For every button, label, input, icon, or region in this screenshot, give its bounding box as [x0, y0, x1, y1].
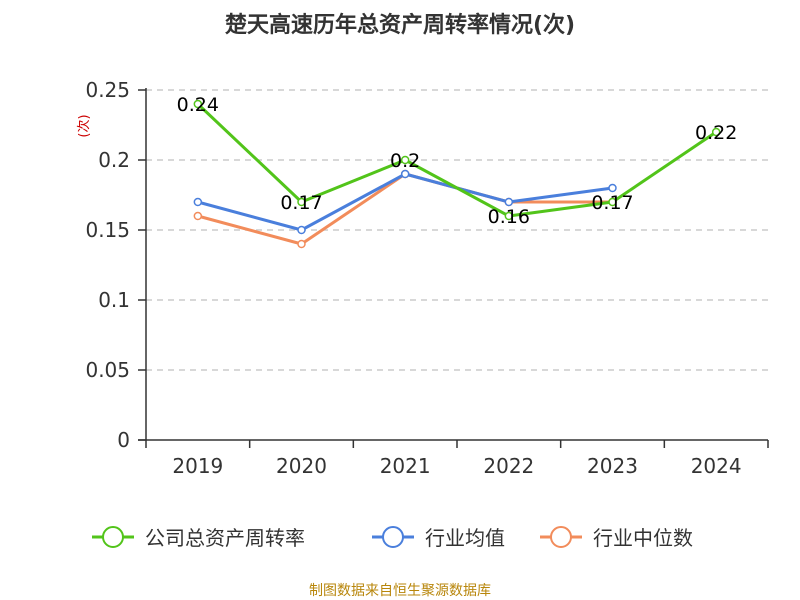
x-tick-label: 2024: [691, 454, 742, 478]
y-axis-label: (次): [76, 114, 92, 137]
data-point: [608, 197, 617, 207]
data-point: [297, 197, 306, 207]
y-tick-label: 0.05: [85, 358, 130, 382]
data-point: [193, 211, 203, 221]
data-point: [504, 197, 514, 207]
y-tick-label: 0.2: [98, 148, 130, 172]
data-point: [297, 225, 306, 235]
legend-swatch-marker: [550, 526, 572, 548]
x-tick-label: 2019: [172, 454, 223, 478]
legend-label: 行业中位数: [593, 526, 693, 550]
source-note: 制图数据来自恒生聚源数据库: [309, 583, 491, 599]
y-tick-label: 0: [117, 428, 130, 452]
grid-lines: [146, 89, 768, 371]
legend-swatch-marker: [102, 526, 124, 548]
legend: 公司总资产周转率 行业均值 行业中位数: [92, 526, 693, 550]
data-point: [400, 155, 410, 165]
x-tick-label: 2022: [483, 454, 534, 478]
legend-label: 公司总资产周转率: [145, 526, 305, 550]
data-point: [504, 211, 514, 221]
y-tick-label: 0.1: [98, 288, 130, 312]
data-point: [297, 239, 306, 249]
x-tick-label: 2021: [380, 454, 431, 478]
data-label: 0.17: [280, 192, 322, 214]
data-label: 0.2: [390, 150, 420, 172]
legend-swatch-marker: [382, 526, 404, 548]
chart-title: 楚天高速历年总资产周转率情况(次): [225, 12, 575, 38]
x-tick-label: 2023: [587, 454, 638, 478]
series-line: [196, 102, 718, 218]
legend-item: 公司总资产周转率: [92, 526, 305, 550]
data-label: 0.24: [177, 94, 219, 116]
data-point: [711, 127, 721, 137]
data-point: [193, 99, 203, 109]
legend-label: 行业均值: [425, 526, 505, 550]
axes: 0 0.05 0.1 0.15 0.2 0.25 2019 2020 2021 2022 2023 2…: [85, 78, 769, 478]
data-labels: 0.24 0.17 0.2 0.16 0.17 0.22: [177, 94, 738, 228]
x-tick-label: 2020: [276, 454, 327, 478]
series-lines: [193, 99, 721, 249]
data-point: [608, 183, 617, 193]
y-tick-label: 0.15: [85, 218, 130, 242]
legend-item: 行业均值: [372, 526, 505, 550]
data-label: 0.16: [488, 206, 530, 228]
data-label: 0.17: [591, 192, 633, 214]
data-point: [400, 169, 410, 179]
y-tick-label: 0.25: [85, 78, 130, 102]
data-point: [193, 197, 203, 207]
data-label: 0.22: [695, 122, 737, 144]
legend-item: 行业中位数: [540, 526, 693, 550]
